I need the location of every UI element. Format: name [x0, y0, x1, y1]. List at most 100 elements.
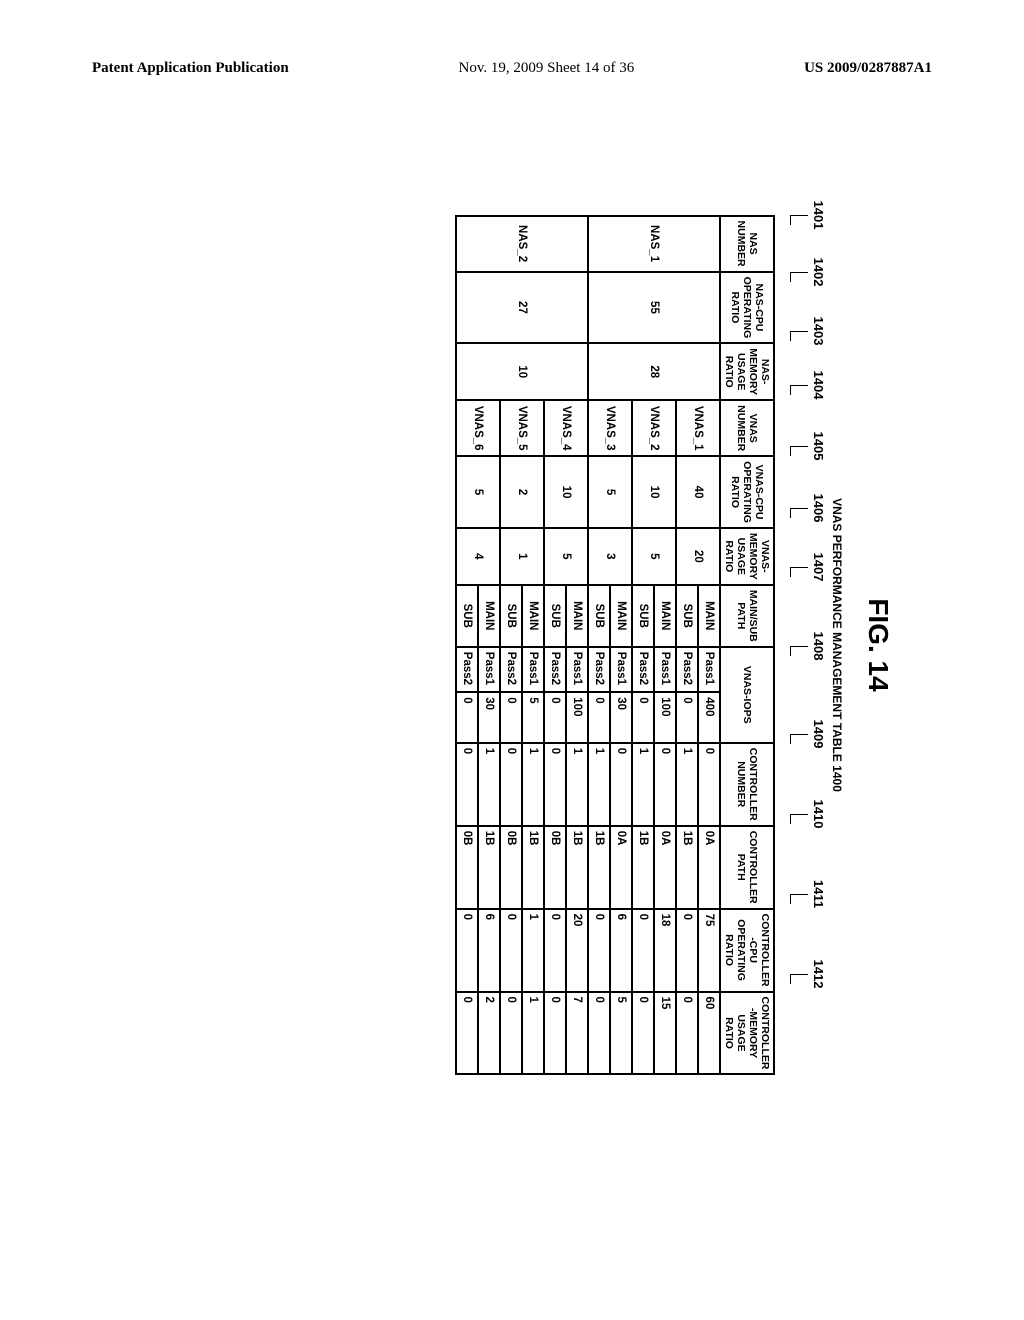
callout-1410: 1410 — [811, 774, 826, 854]
table-row: NAS_22710VNAS_4105MAINPass110011B207 — [566, 216, 588, 1075]
cell-ctlcpu: 0 — [676, 909, 698, 992]
cell-iops-val: 100 — [654, 692, 676, 743]
callout-1409: 1409 — [811, 694, 826, 774]
cell-iops-pass: Pass1 — [566, 647, 588, 693]
col-header-nasnum: NASNUMBER — [720, 216, 774, 272]
cell-iops-val: 5 — [522, 692, 544, 743]
cell-iops-val: 0 — [544, 692, 566, 743]
cell-vnasnum: VNAS_2 — [632, 400, 676, 456]
cell-ctlpath: 1B — [478, 826, 500, 909]
cell-iops-val: 0 — [500, 692, 522, 743]
cell-mainsub: MAIN — [654, 585, 676, 647]
cell-iops-pass: Pass1 — [522, 647, 544, 693]
callout-1412: 1412 — [811, 934, 826, 1014]
cell-mainsub: SUB — [588, 585, 610, 647]
cell-ctlmem: 60 — [698, 992, 720, 1075]
cell-nasnum: NAS_1 — [588, 216, 720, 272]
cell-iops-val: 0 — [456, 692, 478, 743]
performance-table: NASNUMBERNAS-CPUOPERATINGRATIONAS-MEMORY… — [455, 215, 775, 1076]
cell-iops-val: 100 — [566, 692, 588, 743]
cell-iops-pass: Pass2 — [676, 647, 698, 693]
cell-mainsub: SUB — [632, 585, 654, 647]
cell-vnascpu: 10 — [544, 456, 588, 528]
cell-ctlpath: 0A — [698, 826, 720, 909]
callout-1405: 1405 — [811, 412, 826, 480]
cell-ctlnum: 0 — [544, 743, 566, 826]
cell-iops-val: 0 — [676, 692, 698, 743]
cell-ctlcpu: 20 — [566, 909, 588, 992]
col-header-ctlmem: CONTROLLER-MEMORYUSAGERATIO — [720, 992, 774, 1075]
header-left: Patent Application Publication — [92, 60, 289, 77]
col-header-vnasnum: VNASNUMBER — [720, 400, 774, 456]
cell-ctlmem: 0 — [544, 992, 566, 1075]
table-caption: VNAS PERFORMANCE MANAGEMENT TABLE 1400 — [830, 120, 844, 1170]
table-row: NAS_15528VNAS_14020MAINPass140000A7560 — [698, 216, 720, 1075]
cell-vnasmem: 3 — [588, 528, 632, 585]
cell-ctlpath: 1B — [676, 826, 698, 909]
header-mid: Nov. 19, 2009 Sheet 14 of 36 — [459, 60, 635, 77]
cell-vnascpu: 5 — [588, 456, 632, 528]
cell-nasnum: NAS_2 — [456, 216, 588, 272]
cell-ctlnum: 0 — [698, 743, 720, 826]
col-header-vnascpu: VNAS-CPUOPERATINGRATIO — [720, 456, 774, 528]
cell-mainsub: MAIN — [522, 585, 544, 647]
callout-1404: 1404 — [811, 358, 826, 412]
column-callout-row: 1401140214031404140514061407140814091410… — [811, 190, 826, 1170]
cell-ctlcpu: 1 — [522, 909, 544, 992]
cell-nasmem: 28 — [588, 343, 720, 400]
callout-1406: 1406 — [811, 480, 826, 536]
cell-mainsub: MAIN — [610, 585, 632, 647]
cell-vnascpu: 40 — [676, 456, 720, 528]
cell-iops-pass: Pass1 — [654, 647, 676, 693]
cell-ctlpath: 1B — [632, 826, 654, 909]
cell-ctlpath: 0A — [654, 826, 676, 909]
cell-ctlmem: 15 — [654, 992, 676, 1075]
cell-iops-val: 0 — [588, 692, 610, 743]
cell-vnasnum: VNAS_3 — [588, 400, 632, 456]
cell-ctlmem: 7 — [566, 992, 588, 1075]
cell-ctlnum: 0 — [500, 743, 522, 826]
cell-ctlmem: 0 — [456, 992, 478, 1075]
cell-ctlpath: 1B — [522, 826, 544, 909]
cell-vnasnum: VNAS_1 — [676, 400, 720, 456]
col-header-ctlpath: CONTROLLERPATH — [720, 826, 774, 909]
cell-ctlnum: 1 — [632, 743, 654, 826]
cell-ctlcpu: 0 — [456, 909, 478, 992]
cell-ctlnum: 1 — [522, 743, 544, 826]
cell-ctlmem: 1 — [522, 992, 544, 1075]
cell-vnasmem: 5 — [544, 528, 588, 585]
cell-ctlnum: 0 — [610, 743, 632, 826]
cell-ctlcpu: 6 — [478, 909, 500, 992]
cell-iops-val: 0 — [632, 692, 654, 743]
cell-ctlcpu: 0 — [544, 909, 566, 992]
cell-ctlmem: 0 — [676, 992, 698, 1075]
cell-mainsub: SUB — [456, 585, 478, 647]
cell-iops-pass: Pass2 — [456, 647, 478, 693]
cell-vnasmem: 5 — [632, 528, 676, 585]
page-header: Patent Application Publication Nov. 19, … — [0, 60, 1024, 77]
cell-iops-val: 30 — [610, 692, 632, 743]
cell-ctlpath: 0A — [610, 826, 632, 909]
cell-ctlmem: 0 — [588, 992, 610, 1075]
cell-ctlnum: 0 — [456, 743, 478, 826]
cell-ctlnum: 1 — [588, 743, 610, 826]
cell-iops-pass: Pass1 — [610, 647, 632, 693]
cell-ctlpath: 1B — [566, 826, 588, 909]
cell-iops-pass: Pass2 — [588, 647, 610, 693]
cell-vnascpu: 10 — [632, 456, 676, 528]
cell-iops-pass: Pass2 — [544, 647, 566, 693]
col-header-mainsub: MAIN/SUBPATH — [720, 585, 774, 647]
cell-vnascpu: 5 — [456, 456, 500, 528]
col-header-nascpu: NAS-CPUOPERATINGRATIO — [720, 272, 774, 344]
cell-ctlmem: 0 — [500, 992, 522, 1075]
cell-vnasmem: 4 — [456, 528, 500, 585]
cell-vnascpu: 2 — [500, 456, 544, 528]
cell-ctlnum: 1 — [566, 743, 588, 826]
col-header-ctlnum: CONTROLLERNUMBER — [720, 743, 774, 826]
cell-ctlcpu: 6 — [610, 909, 632, 992]
cell-iops-val: 30 — [478, 692, 500, 743]
cell-ctlnum: 1 — [676, 743, 698, 826]
cell-mainsub: MAIN — [566, 585, 588, 647]
callout-1408: 1408 — [811, 598, 826, 694]
col-header-ctlcpu: CONTROLLER-CPUOPERATINGRATIO — [720, 909, 774, 992]
